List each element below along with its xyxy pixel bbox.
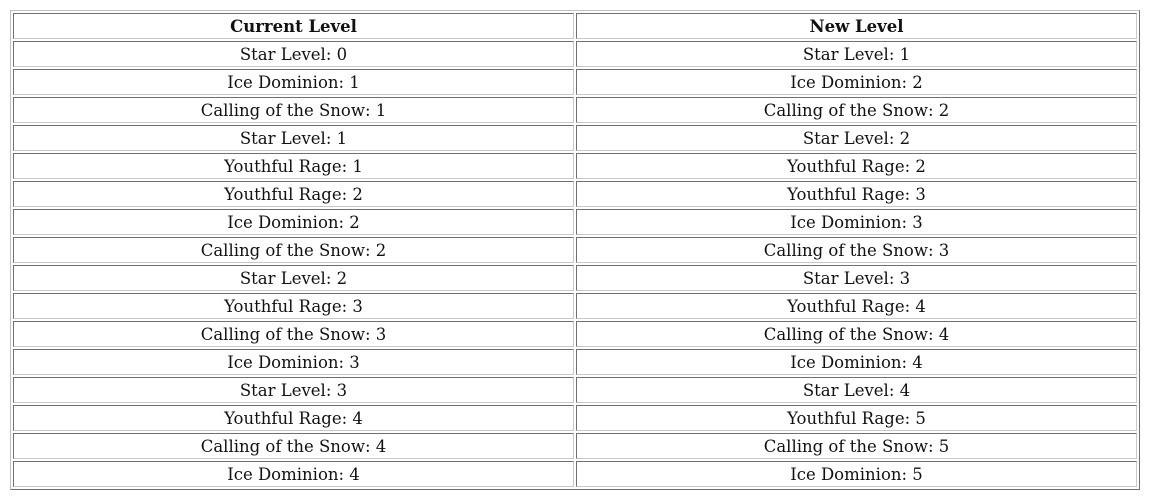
new-level-cell: Ice Dominion: 2 bbox=[576, 69, 1137, 95]
current-level-cell: Ice Dominion: 3 bbox=[13, 349, 574, 375]
level-table: Current Level New Level Star Level: 0 Sta… bbox=[10, 10, 1140, 490]
new-level-cell: Calling of the Snow: 4 bbox=[576, 321, 1137, 347]
current-level-cell: Ice Dominion: 2 bbox=[13, 209, 574, 235]
current-level-cell: Star Level: 0 bbox=[13, 41, 574, 67]
new-level-cell: Ice Dominion: 5 bbox=[576, 461, 1137, 487]
current-level-cell: Calling of the Snow: 1 bbox=[13, 97, 574, 123]
current-level-cell: Ice Dominion: 4 bbox=[13, 461, 574, 487]
header-current-level: Current Level bbox=[13, 13, 574, 39]
new-level-cell: Youthful Rage: 4 bbox=[576, 293, 1137, 319]
table-row: Youthful Rage: 3 Youthful Rage: 4 bbox=[13, 293, 1137, 319]
table-row: Calling of the Snow: 4 Calling of the Sno… bbox=[13, 433, 1137, 459]
current-level-cell: Star Level: 1 bbox=[13, 125, 574, 151]
current-level-cell: Ice Dominion: 1 bbox=[13, 69, 574, 95]
current-level-cell: Calling of the Snow: 4 bbox=[13, 433, 574, 459]
new-level-cell: Youthful Rage: 2 bbox=[576, 153, 1137, 179]
table-row: Ice Dominion: 3 Ice Dominion: 4 bbox=[13, 349, 1137, 375]
new-level-cell: Star Level: 2 bbox=[576, 125, 1137, 151]
table-row: Star Level: 1 Star Level: 2 bbox=[13, 125, 1137, 151]
table-row: Star Level: 2 Star Level: 3 bbox=[13, 265, 1137, 291]
table-row: Ice Dominion: 2 Ice Dominion: 3 bbox=[13, 209, 1137, 235]
table-row: Youthful Rage: 2 Youthful Rage: 3 bbox=[13, 181, 1137, 207]
new-level-cell: Star Level: 3 bbox=[576, 265, 1137, 291]
current-level-cell: Calling of the Snow: 3 bbox=[13, 321, 574, 347]
table-row: Youthful Rage: 4 Youthful Rage: 5 bbox=[13, 405, 1137, 431]
current-level-cell: Star Level: 2 bbox=[13, 265, 574, 291]
new-level-cell: Calling of the Snow: 5 bbox=[576, 433, 1137, 459]
current-level-cell: Youthful Rage: 3 bbox=[13, 293, 574, 319]
new-level-cell: Ice Dominion: 4 bbox=[576, 349, 1137, 375]
table-row: Ice Dominion: 1 Ice Dominion: 2 bbox=[13, 69, 1137, 95]
table-row: Youthful Rage: 1 Youthful Rage: 2 bbox=[13, 153, 1137, 179]
current-level-cell: Star Level: 3 bbox=[13, 377, 574, 403]
new-level-cell: Calling of the Snow: 2 bbox=[576, 97, 1137, 123]
table-row: Calling of the Snow: 1 Calling of the Sno… bbox=[13, 97, 1137, 123]
current-level-cell: Youthful Rage: 1 bbox=[13, 153, 574, 179]
table-row: Calling of the Snow: 3 Calling of the Sno… bbox=[13, 321, 1137, 347]
new-level-cell: Calling of the Snow: 3 bbox=[576, 237, 1137, 263]
table-row: Calling of the Snow: 2 Calling of the Sno… bbox=[13, 237, 1137, 263]
new-level-cell: Star Level: 1 bbox=[576, 41, 1137, 67]
new-level-cell: Star Level: 4 bbox=[576, 377, 1137, 403]
header-new-level: New Level bbox=[576, 13, 1137, 39]
table-row: Star Level: 0 Star Level: 1 bbox=[13, 41, 1137, 67]
current-level-cell: Calling of the Snow: 2 bbox=[13, 237, 574, 263]
current-level-cell: Youthful Rage: 4 bbox=[13, 405, 574, 431]
current-level-cell: Youthful Rage: 2 bbox=[13, 181, 574, 207]
new-level-cell: Ice Dominion: 3 bbox=[576, 209, 1137, 235]
table-row: Star Level: 3 Star Level: 4 bbox=[13, 377, 1137, 403]
table-row: Ice Dominion: 4 Ice Dominion: 5 bbox=[13, 461, 1137, 487]
new-level-cell: Youthful Rage: 5 bbox=[576, 405, 1137, 431]
new-level-cell: Youthful Rage: 3 bbox=[576, 181, 1137, 207]
header-row: Current Level New Level bbox=[13, 13, 1137, 39]
